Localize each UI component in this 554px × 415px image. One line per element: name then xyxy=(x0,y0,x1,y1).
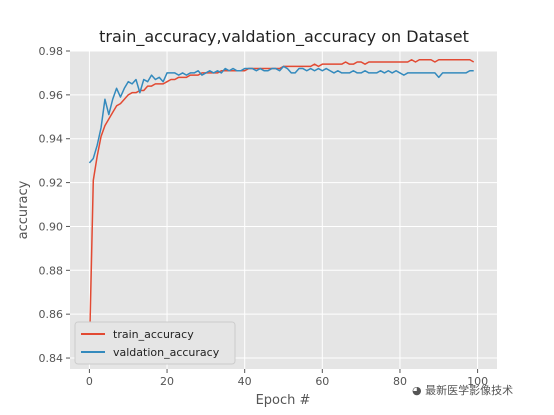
ticks: 0 20 40 60 80 100 0.84 0.86 0.88 0.90 0.92 0.94 0.96… xyxy=(39,45,489,388)
y-tick-label: 0.90 xyxy=(39,220,64,233)
watermark: ◕ 最新医学影像技术 xyxy=(412,382,513,398)
y-tick-label: 0.86 xyxy=(39,308,64,321)
x-tick-label: 40 xyxy=(238,375,252,388)
y-axis-label: accuracy xyxy=(16,180,31,239)
chart-title: train_accuracy,valdation_accuracy on Dat… xyxy=(99,27,469,47)
x-axis-label: Epoch # xyxy=(256,393,311,408)
legend-label-train-accuracy: train_accuracy xyxy=(113,328,194,341)
wechat-icon: ◕ xyxy=(412,384,422,397)
plot-area xyxy=(70,51,497,369)
y-tick-label: 0.88 xyxy=(39,264,64,277)
legend-label-valdation-accuracy: valdation_accuracy xyxy=(113,346,220,359)
legend-box xyxy=(74,321,236,365)
watermark-text: 最新医学影像技术 xyxy=(425,384,514,397)
series-line-valdation-accuracy xyxy=(88,65,474,164)
x-tick-label: 80 xyxy=(393,375,407,388)
y-tick-label: 0.98 xyxy=(39,45,64,58)
x-tick-label: 100 xyxy=(467,375,488,388)
series-layer xyxy=(88,59,475,352)
legend: train_accuracy valdation_accuracy xyxy=(74,321,236,365)
y-tick-label: 0.84 xyxy=(39,352,64,365)
y-tick-label: 0.96 xyxy=(39,89,64,102)
x-tick-label: 60 xyxy=(315,375,329,388)
x-tick-label: 20 xyxy=(160,375,174,388)
x-tick-label: 0 xyxy=(86,375,93,388)
y-tick-label: 0.92 xyxy=(39,177,64,190)
y-tick-label: 0.94 xyxy=(39,133,64,146)
grid xyxy=(70,50,497,369)
